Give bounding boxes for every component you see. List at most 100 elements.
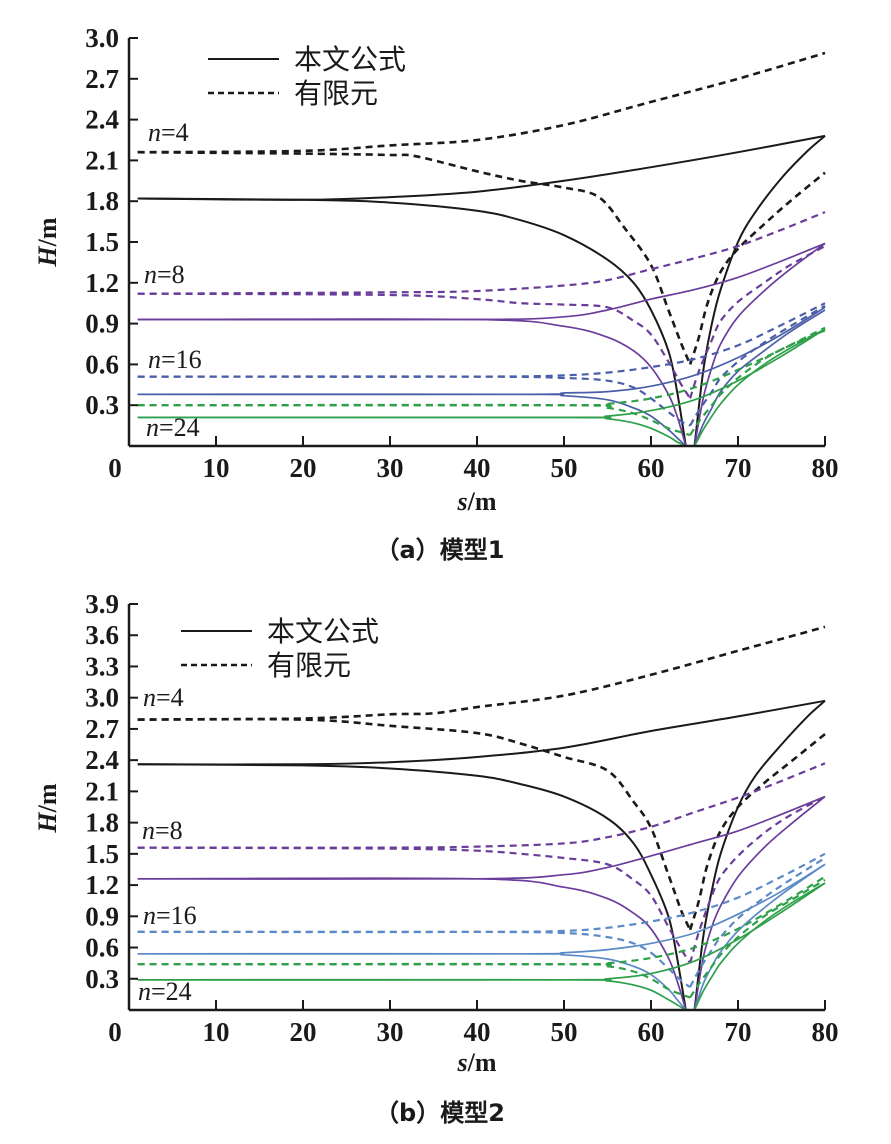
y-tick-label: 1.2 (85, 870, 119, 900)
series-labels: n=4 n=8 n=16 n=24 (138, 683, 197, 1006)
label-n24-rest: =24 (159, 413, 200, 442)
y-axis-label-var: H (33, 812, 62, 834)
x-tick-label: 40 (464, 1017, 491, 1047)
label-n4-n: n (143, 683, 156, 712)
y-axis-label-var: H (33, 246, 62, 268)
y-axis-label-unit: /m (33, 783, 62, 813)
label-n24-rest: =24 (151, 977, 192, 1006)
x-tick-label: 30 (377, 453, 404, 483)
series-line-n-16-lower-fem (137, 930, 691, 989)
label-n8-rest: =8 (157, 260, 185, 289)
series-line-n-16-lower-fem (137, 375, 691, 427)
plot-lines (137, 51, 826, 447)
label-n8-rest: =8 (155, 816, 183, 845)
series-line-n-4-lower-formula (137, 197, 687, 447)
x-axis-label-var: s (456, 1048, 467, 1077)
label-n16: n=16 (143, 901, 197, 930)
label-n24: n=24 (138, 977, 192, 1006)
series-line-n-16-right-formula (693, 863, 826, 1011)
series-line-n-24-lower-fem (137, 962, 691, 999)
y-tick-label: 1.5 (85, 839, 119, 869)
series-line-n-8-lower-fem (137, 846, 692, 964)
y-tick-label: 3.9 (85, 589, 119, 619)
label-n16-n: n (148, 345, 161, 374)
y-tick-label: 1.8 (85, 186, 119, 216)
y-tick-label: 0.3 (85, 964, 119, 994)
label-n16-rest: =16 (161, 345, 202, 374)
label-n24-n: n (146, 413, 159, 442)
y-tick-label: 2.4 (85, 745, 119, 775)
x-tick-label: 40 (464, 453, 491, 483)
series-line-n-16-upper-fem (137, 852, 826, 934)
label-n16-n: n (143, 901, 156, 930)
x-tick-label: 70 (725, 453, 752, 483)
x-axis-label-unit: /m (467, 487, 497, 516)
label-n16-rest: =16 (156, 901, 197, 930)
series-line-n-4-right-fem (688, 171, 826, 365)
series-line-n-24-lower-fem (137, 403, 691, 437)
y-tick-label: 1.2 (85, 268, 119, 298)
label-n4: n=4 (143, 683, 184, 712)
series-line-n-8-upper-fem (137, 211, 826, 295)
chart-model-2: 0.30.60.91.21.51.82.12.42.73.03.33.63.9 0… (33, 589, 839, 1127)
caption-a: （a）模型1 (376, 536, 505, 564)
label-n8: n=8 (144, 260, 185, 289)
x-tick-label: 20 (290, 1017, 317, 1047)
series-line-n-8-right-fem (689, 795, 826, 964)
series-line-n-8-right-formula (693, 795, 826, 1011)
label-n4-rest: =4 (156, 683, 184, 712)
series-line-n-4-lower-fem (137, 150, 692, 365)
series-line-n-8-lower-formula (137, 318, 687, 447)
x-tick-label: 50 (551, 453, 578, 483)
axes (127, 38, 825, 448)
series-line-n-24-right-formula (693, 328, 826, 447)
series-line-n-24-upper-fem (137, 326, 826, 407)
y-tick-label: 3.0 (85, 683, 119, 713)
x-tick-label: 20 (290, 453, 317, 483)
y-tick-label: 0.9 (85, 901, 119, 931)
chart-model-1: 0.3 0.6 0.9 1.2 1.5 1.8 2.1 2.4 2.7 3.0 0 10 20 30 40 5… (33, 23, 839, 564)
series-line-n-24-upper-fem (137, 875, 826, 966)
series-line-n-24-lower-formula (137, 416, 687, 447)
series-line-n-24-right-formula (693, 882, 826, 1011)
x-axis-label: s/m (456, 487, 496, 516)
x-tick-label: 60 (638, 1017, 665, 1047)
x-tick-label: 80 (812, 453, 839, 483)
x-tick-label: 10 (203, 453, 230, 483)
y-axis-label-unit: /m (33, 217, 62, 247)
series-line-n-8-lower-formula (137, 877, 687, 1011)
legend-solid-label: 本文公式 (267, 615, 379, 648)
y-tick-label: 1.5 (85, 227, 119, 257)
y-tick-label: 0.6 (85, 933, 119, 963)
series-line-n-24-upper-formula (137, 882, 826, 981)
series-line-n-8-upper-formula (137, 242, 826, 321)
series-line-n-4-upper-formula (137, 699, 826, 766)
label-n4: n=4 (148, 118, 189, 147)
label-n8-n: n (142, 816, 155, 845)
series-line-n-4-lower-formula (137, 763, 687, 1011)
label-n16: n=16 (148, 345, 202, 374)
series-line-n-8-right-fem (689, 245, 826, 399)
y-tick-label: 2.4 (85, 105, 119, 135)
series-line-n-16-right-fem (689, 304, 826, 427)
series-line-n-24-lower-formula (137, 978, 687, 1011)
x-tick-label: 80 (812, 1017, 839, 1047)
x-tick-label: 10 (203, 1017, 230, 1047)
caption-b: （b）模型2 (375, 1099, 505, 1127)
series-line-n-24-right-fem (689, 878, 826, 999)
x-tick-label: 60 (638, 453, 665, 483)
series-labels: n=4 n=8 n=16 n=24 (144, 118, 202, 442)
y-axis-label: H/m (33, 783, 62, 833)
label-n8-n: n (144, 260, 157, 289)
series-line-n-4-upper-fem (137, 51, 826, 154)
label-n4-n: n (148, 118, 161, 147)
y-tick-label: 2.1 (85, 145, 119, 175)
ticks: 0.3 0.6 0.9 1.2 1.5 1.8 2.1 2.4 2.7 3.0 0 10 20 30 40 5… (85, 23, 838, 483)
x-tick-label: 0 (108, 453, 122, 483)
series-line-n-4-lower-fem (137, 717, 692, 931)
legend-solid-label: 本文公式 (294, 43, 406, 76)
y-tick-label: 3.3 (85, 651, 119, 681)
x-tick-label: 0 (108, 1017, 122, 1047)
y-tick-label: 0.6 (85, 349, 119, 379)
